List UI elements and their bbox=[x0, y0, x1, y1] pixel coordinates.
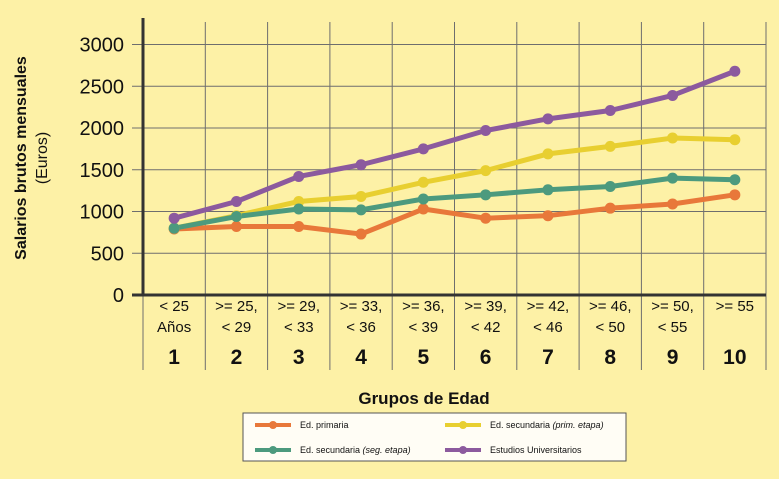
legend-swatch-point bbox=[459, 421, 467, 429]
data-point bbox=[417, 203, 429, 215]
y-axis-unit: (Euros) bbox=[34, 132, 51, 184]
x-tick-label-range-line1: >= 46, bbox=[589, 298, 632, 315]
x-tick-label-range-line1: >= 42, bbox=[527, 298, 570, 315]
data-point bbox=[293, 195, 305, 207]
legend-series-note: (seg. etapa) bbox=[360, 445, 411, 455]
data-point bbox=[604, 202, 616, 214]
data-point bbox=[604, 104, 616, 116]
data-point bbox=[667, 198, 679, 210]
x-tick-label-range-line1: >= 33, bbox=[340, 298, 383, 315]
data-point bbox=[542, 210, 554, 222]
series-line bbox=[171, 135, 738, 231]
data-point bbox=[729, 174, 741, 186]
y-tick-label: 1500 bbox=[80, 160, 125, 182]
series-line bbox=[171, 68, 738, 221]
data-point bbox=[417, 143, 429, 155]
data-point bbox=[604, 180, 616, 192]
x-tick-label-range-line2: < 39 bbox=[409, 319, 439, 336]
legend-swatch-point bbox=[269, 446, 277, 454]
y-tick-label: 1000 bbox=[80, 202, 125, 224]
data-point bbox=[480, 212, 492, 224]
data-point bbox=[542, 148, 554, 160]
data-point bbox=[355, 159, 367, 171]
data-point bbox=[542, 113, 554, 125]
data-point bbox=[667, 89, 679, 101]
data-point bbox=[168, 212, 180, 224]
x-tick-label-number: 3 bbox=[293, 346, 305, 369]
x-tick-label-number: 5 bbox=[418, 346, 430, 369]
x-tick-label-range-line1: >= 29, bbox=[277, 298, 320, 315]
x-tick-label-range-line1: < 25 bbox=[159, 298, 189, 315]
y-tick-label: 500 bbox=[91, 243, 124, 265]
data-point bbox=[480, 189, 492, 201]
series-line bbox=[171, 192, 738, 237]
data-point bbox=[729, 189, 741, 201]
data-point bbox=[230, 221, 242, 233]
y-tick-label: 0 bbox=[113, 285, 124, 307]
data-point bbox=[230, 211, 242, 223]
x-tick-label-range-line2: Años bbox=[157, 319, 191, 336]
x-tick-label-number: 4 bbox=[355, 346, 367, 369]
data-point bbox=[542, 184, 554, 196]
legend-box bbox=[242, 412, 627, 462]
legend-entry-label: Ed. secundaria (prim. etapa) bbox=[490, 420, 604, 430]
x-tick-label-number: 2 bbox=[231, 346, 243, 369]
y-tick-label: 2500 bbox=[80, 76, 125, 98]
data-point bbox=[355, 228, 367, 240]
data-point bbox=[293, 170, 305, 182]
x-tick-label-range-line2: < 46 bbox=[533, 319, 563, 336]
x-tick-label-number: 7 bbox=[542, 346, 554, 369]
data-point bbox=[417, 193, 429, 205]
x-tick-label-range-line1: >= 25, bbox=[215, 298, 258, 315]
x-tick-label-number: 8 bbox=[604, 346, 616, 369]
data-point bbox=[230, 195, 242, 207]
legend-series-name: Ed. primaria bbox=[300, 420, 349, 430]
x-tick-label-number: 6 bbox=[480, 346, 492, 369]
x-tick-label-range-line2: < 29 bbox=[222, 319, 252, 336]
legend-entry-label: Ed. primaria bbox=[300, 420, 349, 430]
data-point bbox=[729, 134, 741, 146]
x-tick-label-range-line1: >= 36, bbox=[402, 298, 445, 315]
legend-series-name: Ed. secundaria bbox=[300, 445, 360, 455]
legend-entry-label: Estudios Universitarios bbox=[490, 445, 582, 455]
x-tick-label-range-line1: >= 55 bbox=[716, 298, 754, 315]
data-point bbox=[355, 190, 367, 202]
x-tick-label-range-line2: < 42 bbox=[471, 319, 501, 336]
x-tick-label-number: 10 bbox=[723, 346, 746, 369]
data-point bbox=[168, 222, 180, 234]
x-tick-label-range-line1: >= 50, bbox=[651, 298, 694, 315]
legend-series-name: Ed. secundaria bbox=[490, 420, 550, 430]
data-point bbox=[667, 132, 679, 144]
legend-entry-label: Ed. secundaria (seg. etapa) bbox=[300, 445, 411, 455]
series-line bbox=[171, 175, 738, 231]
y-tick-label: 3000 bbox=[80, 35, 125, 57]
x-tick-label-range-line1: >= 39, bbox=[464, 298, 507, 315]
y-tick-label: 2000 bbox=[80, 118, 125, 140]
data-point bbox=[355, 204, 367, 216]
data-point bbox=[667, 172, 679, 184]
x-tick-label-range-line2: < 33 bbox=[284, 319, 314, 336]
legend-swatch-point bbox=[459, 446, 467, 454]
data-point bbox=[729, 65, 741, 77]
data-point bbox=[293, 203, 305, 215]
y-axis-title: Salarios brutos mensuales bbox=[13, 56, 30, 260]
legend-swatch-point bbox=[269, 421, 277, 429]
data-point bbox=[480, 125, 492, 137]
x-tick-label-number: 1 bbox=[168, 346, 180, 369]
legend-series-note: (prim. etapa) bbox=[550, 420, 604, 430]
data-point bbox=[293, 221, 305, 233]
x-tick-label-range-line2: < 50 bbox=[595, 319, 625, 336]
data-point bbox=[604, 140, 616, 152]
x-tick-label-range-line2: < 36 bbox=[346, 319, 376, 336]
x-tick-label-number: 9 bbox=[667, 346, 679, 369]
data-point bbox=[417, 176, 429, 188]
x-tick-label-range-line2: < 55 bbox=[658, 319, 688, 336]
legend-series-name: Estudios Universitarios bbox=[490, 445, 582, 455]
data-point bbox=[480, 165, 492, 177]
x-axis-title: Grupos de Edad bbox=[358, 389, 489, 408]
